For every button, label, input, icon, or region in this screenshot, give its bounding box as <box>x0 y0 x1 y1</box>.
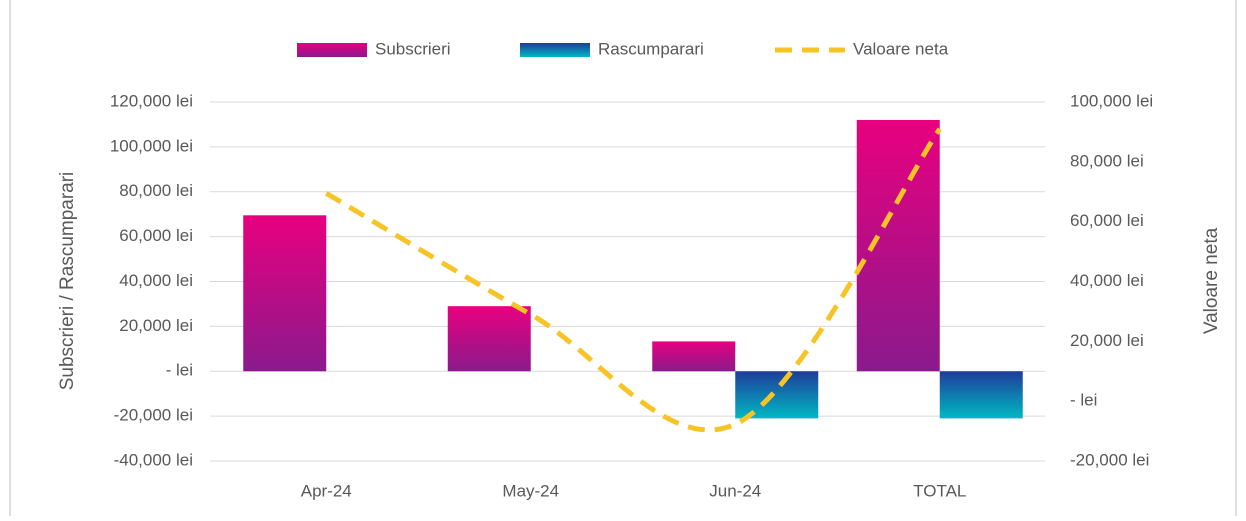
bar <box>939 371 1023 419</box>
y2-tick-label: 80,000 lei <box>1070 151 1144 170</box>
y2-tick-label: 40,000 lei <box>1070 271 1144 290</box>
y-tick-label: 100,000 lei <box>110 136 193 155</box>
y-tick-label: 60,000 lei <box>119 226 193 245</box>
bar <box>447 306 531 372</box>
line <box>324 127 942 433</box>
x-tick-label: TOTAL <box>913 481 966 500</box>
y-tick-label: 80,000 lei <box>119 181 193 200</box>
bar <box>243 215 327 372</box>
y-tick-label: 120,000 lei <box>110 91 193 110</box>
y-tick-label: -40,000 lei <box>114 450 193 469</box>
legend-swatch <box>297 43 367 57</box>
legend-label: Subscrieri <box>375 39 451 58</box>
y-tick-label: 20,000 lei <box>119 316 193 335</box>
bar <box>652 341 736 372</box>
x-tick-label: May-24 <box>502 481 559 500</box>
y-tick-label: -20,000 lei <box>114 406 193 425</box>
y2-axis-title: Valoare neta <box>1201 227 1222 334</box>
y-axis-title: Subscrieri / Rascumparari <box>57 172 78 391</box>
y2-tick-label: 20,000 lei <box>1070 331 1144 350</box>
legend-label: Rascumparari <box>598 39 704 58</box>
bar <box>735 371 819 419</box>
chart-frame <box>9 0 1237 521</box>
y2-tick-label: 60,000 lei <box>1070 211 1144 230</box>
y-tick-label: - lei <box>166 361 193 380</box>
x-tick-label: Jun-24 <box>709 481 761 500</box>
y2-tick-label: 100,000 lei <box>1070 91 1153 110</box>
bar <box>856 119 940 372</box>
y-tick-label: 40,000 lei <box>119 271 193 290</box>
x-tick-label: Apr-24 <box>301 481 352 500</box>
legend-swatch <box>520 43 590 57</box>
y2-tick-label: -20,000 lei <box>1070 450 1149 469</box>
legend-label: Valoare neta <box>853 39 949 58</box>
y2-tick-label: - lei <box>1070 391 1097 410</box>
